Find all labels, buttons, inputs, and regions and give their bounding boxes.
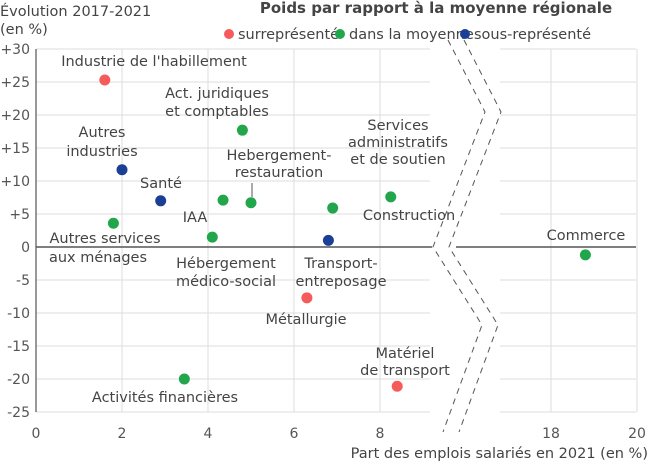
- point-label: industries: [66, 144, 137, 160]
- legend: surreprésenté dans la moyenne sous-représe…: [224, 27, 591, 43]
- legend-marker-sous: [460, 29, 470, 39]
- y-tick-label: -20: [7, 372, 30, 388]
- y-tick-label: -15: [7, 339, 30, 355]
- point-label: aux ménages: [49, 250, 147, 266]
- tick-labels: +30+25+20+15+10+50-5-10-15-20-250 2 4 6 8 18 2…: [0, 42, 645, 442]
- point-sur: [301, 292, 313, 304]
- y-tick-label: -5: [16, 273, 30, 289]
- point-label: médico-social: [176, 274, 276, 290]
- axes: [35, 49, 636, 412]
- axis-break-line: [432, 39, 486, 433]
- point-moy: [107, 217, 119, 229]
- point-label: entreposage: [295, 274, 386, 290]
- point-moy: [206, 231, 218, 243]
- point-label: Services: [367, 118, 428, 134]
- point-label: Act. juridiques: [165, 86, 269, 102]
- point-moy: [217, 194, 229, 206]
- point-label: Matériel: [376, 346, 435, 362]
- point-moy: [327, 202, 339, 214]
- point-sur: [99, 74, 111, 86]
- axis-break-line: [448, 39, 502, 433]
- x-tick-label: 18: [542, 426, 560, 442]
- y-tick-label: +20: [0, 108, 30, 124]
- y-tick-label: +25: [0, 75, 30, 91]
- point-label: Industrie de l'habillement: [61, 54, 247, 70]
- y-tick-label: -10: [7, 306, 30, 322]
- x-axis-title: Part des emplois salariés en 2021 (en %): [351, 446, 648, 462]
- y-tick-label: +15: [0, 141, 30, 157]
- x-tick-label: 6: [290, 426, 299, 442]
- point-label: restauration: [235, 165, 324, 181]
- x-tick-label: 2: [118, 426, 127, 442]
- y-tick-label: +5: [9, 207, 30, 223]
- point-label: Hébergement: [176, 256, 276, 272]
- point-label: et comptables: [165, 104, 269, 120]
- y-tick-label: 0: [21, 240, 30, 256]
- point-moy: [178, 373, 190, 385]
- legend-label-moy: dans la moyenne: [349, 27, 474, 43]
- legend-label-sur: surreprésenté: [238, 27, 339, 43]
- points: [99, 74, 591, 392]
- point-label: Commerce: [547, 228, 626, 244]
- point-label: et de soutien: [350, 152, 445, 168]
- point-label: Activités financières: [92, 390, 238, 406]
- point-moy: [579, 249, 591, 261]
- y-tick-label: +10: [0, 174, 30, 190]
- point-sous: [155, 195, 167, 207]
- legend-marker-moy: [335, 29, 345, 39]
- point-label: Santé: [140, 176, 182, 192]
- legend-title: Poids par rapport à la moyenne régionale: [260, 0, 612, 17]
- point-label: Transport-: [303, 256, 377, 272]
- point-sous: [322, 234, 334, 246]
- x-tick-label: 0: [32, 426, 41, 442]
- point-moy: [236, 124, 248, 136]
- point-moy: [385, 191, 397, 203]
- x-tick-label: 8: [376, 426, 385, 442]
- y-tick-label: -25: [7, 405, 30, 421]
- point-label: administratifs: [348, 135, 448, 151]
- point-sous: [116, 164, 128, 176]
- point-labels: Industrie de l'habillement Autres industri…: [49, 54, 625, 406]
- point-label: Autres: [79, 125, 126, 141]
- legend-label-sous: sous-représenté: [474, 27, 591, 43]
- y-tick-label: +30: [0, 42, 30, 58]
- point-label: Construction: [363, 208, 455, 224]
- point-label: Métallurgie: [265, 312, 346, 328]
- legend-marker-sur: [224, 29, 234, 39]
- axis-break: [432, 39, 502, 433]
- y-axis-title-line2: (en %): [0, 22, 48, 38]
- y-axis-title-line1: Évolution 2017-2021: [0, 3, 151, 20]
- point-label: Autres services: [49, 231, 160, 247]
- point-moy: [245, 197, 257, 209]
- point-label: IAA: [183, 210, 208, 226]
- point-label: Hebergement-: [227, 148, 332, 164]
- point-sur: [391, 380, 403, 392]
- x-tick-label: 4: [204, 426, 213, 442]
- grid: [36, 48, 638, 413]
- point-label: de transport: [360, 363, 450, 379]
- x-tick-label: 20: [628, 426, 646, 442]
